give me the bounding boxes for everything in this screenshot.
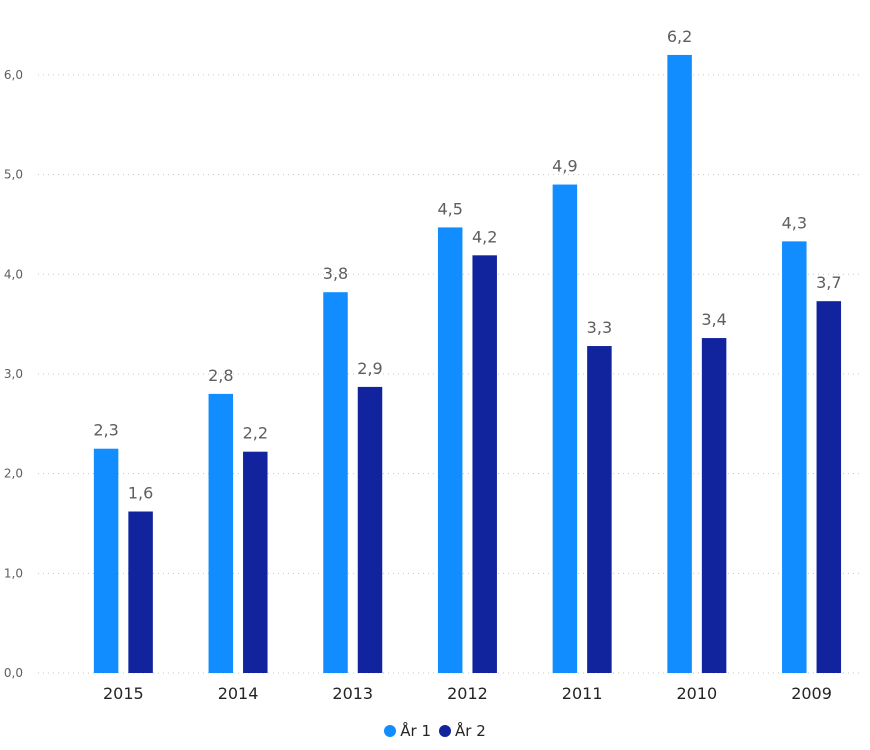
bar-2010-series-1 (667, 54, 692, 673)
legend: År 1 År 2 (0, 722, 870, 740)
bar-2009-series-2 (816, 301, 842, 673)
y-tick-label-2: 2,0 (4, 467, 23, 481)
x-tick-label-2012: 2012 (447, 684, 488, 703)
bar-2011-series-1 (552, 184, 578, 673)
data-label-2011-series-1: 4,9 (552, 157, 577, 176)
y-tick-label-6: 6,0 (4, 68, 23, 82)
x-tick-label-2010: 2010 (676, 684, 717, 703)
bar-2015-series-1 (93, 448, 119, 673)
y-tick-label-4: 4,0 (4, 267, 23, 281)
bar-2011-series-2 (587, 346, 612, 673)
bar-2014-series-1 (208, 393, 234, 673)
bar-2015-series-2 (128, 511, 153, 673)
bar-2009-series-1 (782, 241, 807, 674)
data-label-2014-series-1: 2,8 (208, 366, 233, 385)
data-label-2015-series-2: 1,6 (128, 484, 153, 503)
bar-2012-series-2 (472, 255, 497, 673)
data-label-2009-series-2: 3,7 (816, 273, 841, 292)
x-tick-label-2013: 2013 (332, 684, 373, 703)
x-axis: 2015 2014 2013 2012 2011 2010 2009 (103, 684, 832, 703)
y-tick-label-0: 0,0 (4, 666, 23, 680)
y-tick-label-3: 3,0 (4, 367, 23, 381)
y-tick-label-5: 5,0 (4, 168, 23, 182)
data-label-2013-series-2: 2,9 (357, 359, 382, 378)
data-label-2012-series-2: 4,2 (472, 227, 497, 246)
x-tick-label-2011: 2011 (562, 684, 603, 703)
x-tick-label-2014: 2014 (218, 684, 259, 703)
bar-2012-series-1 (437, 227, 463, 673)
y-tick-label-1: 1,0 (4, 566, 23, 580)
legend-label-series-2: År 2 (455, 722, 486, 740)
bar-2013-series-2 (357, 386, 383, 673)
data-label-2013-series-1: 3,8 (323, 264, 348, 283)
bar-2010-series-2 (701, 338, 727, 673)
bars (93, 54, 842, 674)
data-labels: 2,3 1,6 2,8 2,2 3,8 2,9 4,5 4,2 4,9 3,3 6,2 3,4 4,3 3… (93, 27, 841, 503)
data-label-2011-series-2: 3,3 (587, 318, 612, 337)
bar-2014-series-2 (243, 451, 268, 673)
legend-item-series-2[interactable]: År 2 (439, 722, 486, 740)
data-label-2010-series-1: 6,2 (667, 27, 692, 46)
x-tick-label-2009: 2009 (791, 684, 832, 703)
data-label-2015-series-1: 2,3 (93, 421, 118, 440)
data-label-2009-series-1: 4,3 (782, 213, 807, 232)
data-label-2012-series-1: 4,5 (437, 199, 462, 218)
legend-marker-series-1 (384, 725, 397, 737)
legend-marker-series-2 (439, 725, 451, 737)
legend-item-series-1[interactable]: År 1 (384, 722, 431, 740)
legend-label-series-1: År 1 (400, 722, 431, 740)
x-tick-label-2015: 2015 (103, 684, 144, 703)
bar-2013-series-1 (323, 292, 348, 673)
y-axis: 0,0 1,0 2,0 3,0 4,0 5,0 6,0 (4, 68, 23, 680)
data-label-2014-series-2: 2,2 (243, 424, 268, 443)
data-label-2010-series-2: 3,4 (701, 310, 726, 329)
